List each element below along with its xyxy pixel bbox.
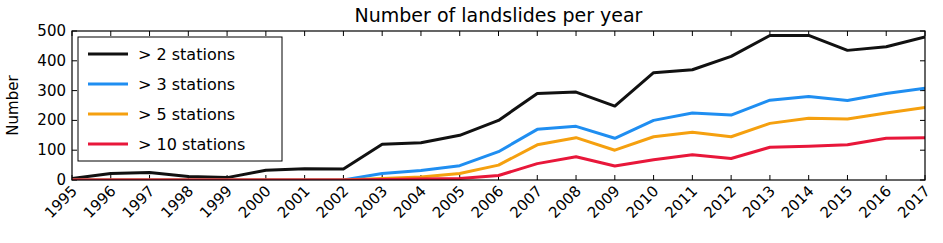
x-tick-label: 2002 — [313, 182, 353, 222]
x-tick-label: 2001 — [274, 182, 314, 222]
x-tick — [576, 31, 577, 36]
x-tick-label: 2000 — [235, 182, 275, 222]
x-tick — [653, 175, 654, 180]
y-tick — [72, 90, 77, 91]
x-tick-label: 2012 — [700, 182, 740, 222]
x-tick — [576, 175, 577, 180]
x-tick-label: 2011 — [661, 182, 701, 222]
x-tick-label: 2015 — [817, 182, 857, 222]
x-tick — [692, 31, 693, 36]
x-tick — [498, 31, 499, 36]
x-tick-label: 1997 — [119, 182, 159, 222]
legend-box — [78, 37, 282, 161]
y-tick-label: 500 — [37, 22, 66, 40]
x-tick-label: 2017 — [894, 182, 934, 222]
legend-swatch — [88, 83, 128, 86]
legend-label: > 5 stations — [138, 105, 235, 124]
x-tick — [265, 31, 266, 36]
y-tick — [72, 60, 77, 61]
legend-swatch — [88, 53, 128, 56]
x-tick-label: 2010 — [623, 182, 663, 222]
legend-label: > 2 stations — [138, 45, 235, 64]
x-tick — [420, 31, 421, 36]
x-tick — [653, 31, 654, 36]
x-tick — [847, 31, 848, 36]
x-tick — [769, 175, 770, 180]
y-tick — [920, 60, 925, 61]
x-tick-label: 2007 — [506, 182, 546, 222]
x-tick — [149, 31, 150, 36]
legend: > 2 stations > 3 stations > 5 stations > 10… — [78, 37, 282, 161]
x-tick — [537, 175, 538, 180]
title: Number of landslides per year — [355, 4, 643, 26]
x-tick-label: 1995 — [41, 182, 81, 222]
x-tick — [692, 175, 693, 180]
x-tick-label: 1999 — [196, 182, 236, 222]
y-axis-label: Number — [4, 75, 22, 136]
legend-label: > 3 stations — [138, 75, 235, 94]
x-tick-label: 2006 — [468, 182, 508, 222]
legend-label: > 10 stations — [138, 135, 245, 154]
legend-swatch — [88, 113, 128, 116]
x-tick — [304, 31, 305, 36]
x-tick-label: 2008 — [545, 182, 585, 222]
x-tick — [886, 175, 887, 180]
y-tick-label: 300 — [37, 82, 66, 100]
y-tick — [72, 120, 77, 121]
legend-swatch — [88, 143, 128, 146]
chart: Number of landslides per yearNumber01002… — [0, 0, 943, 243]
x-tick — [343, 31, 344, 36]
x-tick — [188, 31, 189, 36]
y-tick-label: 100 — [37, 141, 66, 159]
y-tick — [920, 120, 925, 121]
y-tick-label: 200 — [37, 111, 66, 129]
x-tick — [382, 31, 383, 36]
x-tick — [847, 175, 848, 180]
x-tick — [808, 175, 809, 180]
x-tick — [886, 31, 887, 36]
x-tick-label: 1996 — [80, 182, 120, 222]
x-tick — [110, 31, 111, 36]
y-tick-label: 400 — [37, 52, 66, 70]
series-line — [72, 35, 925, 178]
x-tick-label: 2013 — [739, 182, 779, 222]
x-tick — [731, 175, 732, 180]
x-tick-label: 2003 — [351, 182, 391, 222]
x-tick — [614, 31, 615, 36]
x-tick-label: 2009 — [584, 182, 624, 222]
x-tick — [614, 175, 615, 180]
x-tick — [459, 31, 460, 36]
x-tick-label: 2016 — [855, 182, 895, 222]
x-tick — [731, 31, 732, 36]
x-tick-label: 2004 — [390, 182, 430, 222]
plot-lines — [72, 35, 925, 180]
plot-frame — [72, 31, 925, 180]
x-tick — [537, 31, 538, 36]
x-tick-label: 2014 — [778, 182, 818, 222]
x-tick-label: 1998 — [157, 182, 197, 222]
y-tick — [920, 150, 925, 151]
x-tick-label: 2005 — [429, 182, 469, 222]
x-tick — [227, 31, 228, 36]
y-tick — [72, 150, 77, 151]
